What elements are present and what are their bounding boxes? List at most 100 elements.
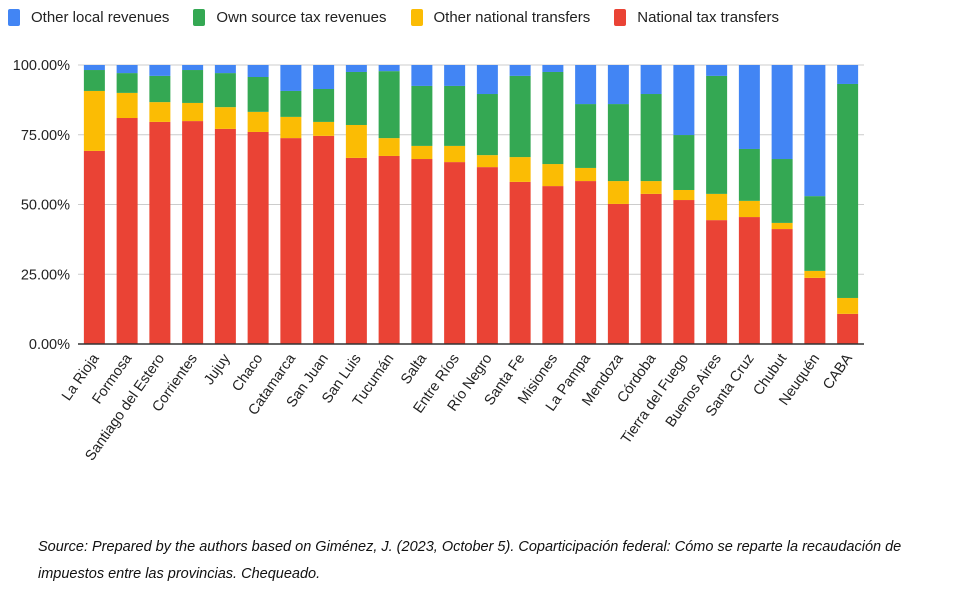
bar-stack — [509, 65, 531, 344]
bar-segment-own-source-tax-revenues — [182, 70, 204, 103]
bar-stack — [738, 65, 760, 344]
bar-segment-national-tax-transfers — [411, 159, 433, 344]
bar-segment-national-tax-transfers — [738, 217, 760, 344]
bar-stack — [313, 65, 335, 344]
bar-segment-national-tax-transfers — [542, 186, 564, 344]
bar-segment-own-source-tax-revenues — [476, 94, 498, 156]
bar-segment-own-source-tax-revenues — [771, 159, 793, 223]
bar-segment-own-source-tax-revenues — [313, 88, 335, 122]
bar-segment-other-local-revenues — [313, 65, 335, 89]
bar-segment-other-national-transfers — [378, 138, 400, 156]
bar-segment-own-source-tax-revenues — [673, 135, 695, 190]
stacked-bar-chart: 0.00% 25.00% 50.00% 75.00% 100.00% La RiojaF… — [13, 58, 864, 464]
bar-stack — [706, 65, 728, 344]
bar-stack — [214, 65, 236, 344]
bar-segment-own-source-tax-revenues — [378, 71, 400, 139]
bar-segment-other-local-revenues — [509, 65, 531, 76]
bar-stack — [542, 65, 564, 344]
bar-segment-national-tax-transfers — [345, 157, 367, 344]
legend-item-other-national-transfers: Other national transfers — [410, 8, 591, 26]
bar-segment-other-national-transfers — [476, 155, 498, 168]
bar-segment-other-local-revenues — [345, 65, 367, 72]
bar-segment-other-local-revenues — [476, 65, 498, 95]
bar-segment-own-source-tax-revenues — [214, 73, 236, 108]
y-tick-label: 100.00% — [13, 58, 70, 74]
bar-segment-other-national-transfers — [182, 102, 204, 122]
bar-segment-national-tax-transfers — [804, 277, 826, 344]
legend-item-other-local-revenues: Other local revenues — [8, 8, 169, 26]
bar-segment-own-source-tax-revenues — [444, 85, 466, 146]
legend-swatch-national-tax-transfers — [614, 8, 627, 26]
bar-segment-other-local-revenues — [214, 65, 236, 74]
bar-segment-other-local-revenues — [182, 65, 204, 71]
bar-segment-other-local-revenues — [738, 65, 760, 149]
bar-stack — [804, 65, 826, 344]
chart-legend: Other local revenues Own source tax reve… — [8, 6, 803, 28]
legend-item-own-source-tax-revenues: Own source tax revenues — [193, 8, 387, 26]
bar-segment-other-national-transfers — [444, 145, 466, 163]
bar-segment-own-source-tax-revenues — [411, 85, 433, 146]
bar-segment-national-tax-transfers — [247, 131, 269, 344]
legend-label: Other national transfers — [433, 8, 591, 26]
y-tick-label: 25.00% — [21, 267, 70, 283]
bar-segment-other-national-transfers — [149, 102, 171, 122]
bar-segment-national-tax-transfers — [837, 313, 859, 344]
bar-segment-national-tax-transfers — [575, 181, 597, 344]
bar-segment-other-local-revenues — [444, 65, 466, 86]
bar-stack — [575, 65, 597, 344]
bar-stack — [83, 65, 105, 344]
bar-stack — [345, 65, 367, 344]
bar-segment-national-tax-transfers — [476, 167, 498, 344]
bar-stack — [182, 65, 204, 344]
bar-segment-other-national-transfers — [83, 90, 105, 151]
bar-segment-national-tax-transfers — [771, 229, 793, 344]
bar-segment-other-national-transfers — [738, 200, 760, 218]
bar-segment-own-source-tax-revenues — [706, 75, 728, 194]
bar-segment-own-source-tax-revenues — [83, 70, 105, 91]
bar-stack — [280, 65, 302, 344]
bar-segment-other-national-transfers — [509, 157, 531, 182]
y-tick-label: 50.00% — [21, 198, 70, 214]
bar-segment-other-national-transfers — [771, 222, 793, 230]
bar-segment-other-national-transfers — [607, 181, 629, 204]
legend-swatch-other-local-revenues — [8, 8, 20, 26]
bar-segment-own-source-tax-revenues — [607, 104, 629, 182]
bar-segment-national-tax-transfers — [116, 118, 138, 344]
y-tick-label: 0.00% — [29, 337, 70, 353]
bar-segment-national-tax-transfers — [378, 155, 400, 344]
bar-stack — [247, 65, 269, 344]
bar-segment-own-source-tax-revenues — [837, 83, 859, 298]
bar-stack — [116, 65, 138, 344]
x-tick-label: Jujuy — [201, 351, 234, 389]
bar-segment-own-source-tax-revenues — [509, 75, 531, 158]
bar-segment-own-source-tax-revenues — [640, 94, 662, 182]
bar-segment-other-local-revenues — [116, 65, 138, 74]
bar-stack — [378, 65, 400, 344]
bar-segment-other-local-revenues — [149, 65, 171, 76]
bar-segment-national-tax-transfers — [706, 220, 728, 344]
bar-segment-other-local-revenues — [378, 65, 400, 72]
legend-item-national-tax-transfers: National tax transfers — [614, 8, 779, 26]
bar-segment-other-national-transfers — [280, 116, 302, 139]
bar-segment-national-tax-transfers — [313, 135, 335, 344]
bar-stack — [149, 65, 171, 344]
bar-segment-own-source-tax-revenues — [116, 73, 138, 93]
bar-segment-national-tax-transfers — [83, 150, 105, 344]
bar-segment-other-national-transfers — [706, 193, 728, 221]
bar-segment-other-local-revenues — [542, 65, 564, 72]
bar-segment-own-source-tax-revenues — [149, 75, 171, 103]
bar-stack — [476, 65, 498, 344]
bar-segment-national-tax-transfers — [640, 193, 662, 344]
bar-segment-other-local-revenues — [280, 65, 302, 91]
bar-segment-own-source-tax-revenues — [345, 71, 367, 125]
bar-segment-other-national-transfers — [640, 181, 662, 194]
bar-segment-other-local-revenues — [411, 65, 433, 86]
bar-segment-other-local-revenues — [771, 65, 793, 160]
bar-segment-own-source-tax-revenues — [738, 148, 760, 201]
bar-segment-own-source-tax-revenues — [575, 104, 597, 168]
bar-segment-other-national-transfers — [214, 107, 236, 129]
x-tick-label: Salta — [398, 350, 431, 387]
bar-segment-other-national-transfers — [116, 92, 138, 119]
bar-segment-other-national-transfers — [804, 270, 826, 278]
bar-segment-other-local-revenues — [83, 65, 105, 71]
